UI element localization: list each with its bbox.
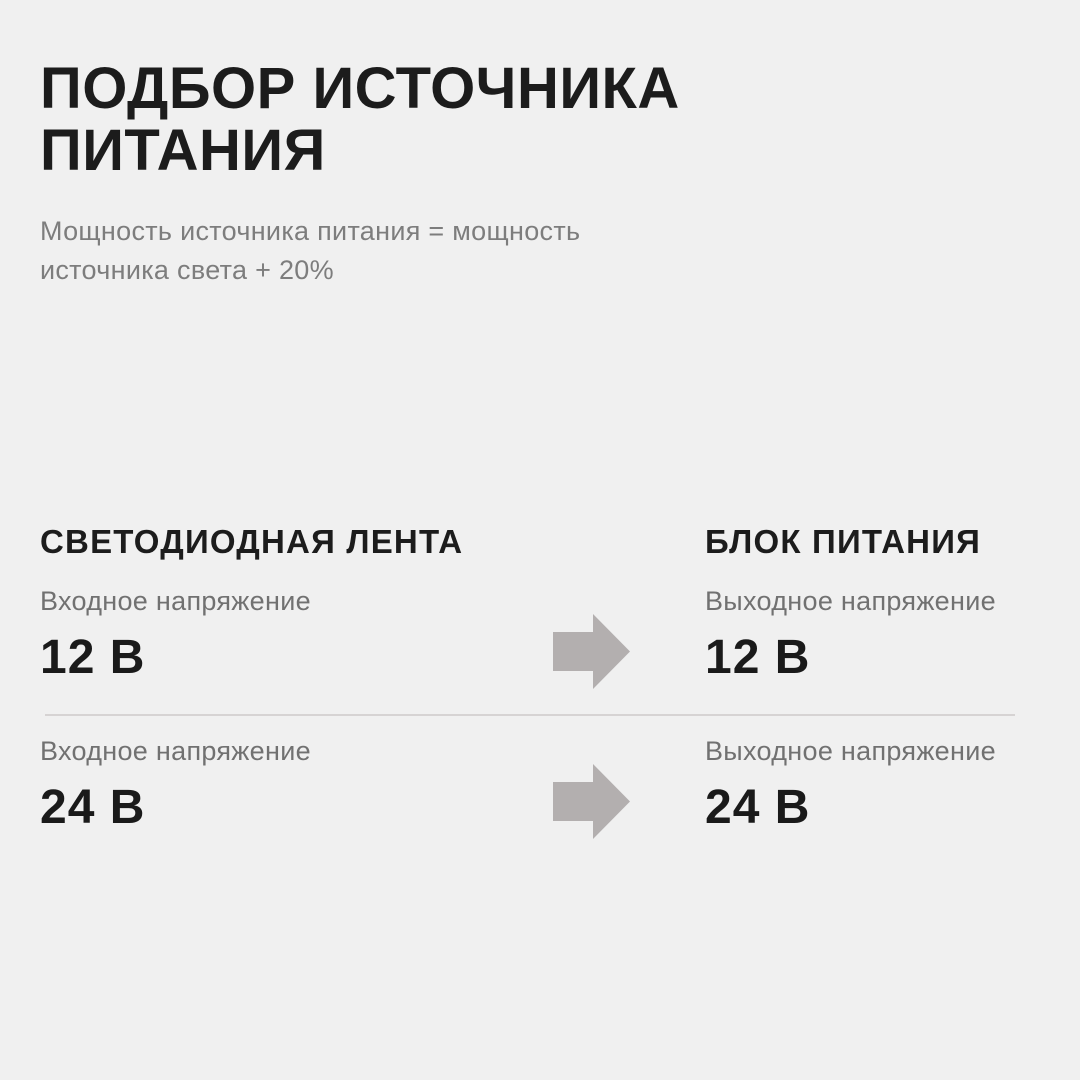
power-supply-cell-12v: Выходное напряжение 12 В [705, 584, 1040, 686]
column-header-power-supply: БЛОК ПИТАНИЯ [705, 523, 982, 560]
comparison-table: СВЕТОДИОДНАЯ ЛЕНТА БЛОК ПИТАНИЯ Входное … [40, 522, 1040, 839]
input-voltage-label: Входное напряжение [40, 736, 311, 766]
output-voltage-value: 12 В [705, 631, 811, 684]
output-voltage-label: Выходное напряжение [705, 586, 996, 616]
input-voltage-value: 24 В [40, 781, 146, 834]
comparison-row-24v: Входное напряжение 24 В Выходное напряже… [40, 734, 1040, 839]
input-voltage-label: Входное напряжение [40, 586, 311, 616]
arrow-cell [553, 584, 705, 689]
output-voltage-value: 24 В [705, 781, 811, 834]
row-divider [45, 714, 1015, 716]
input-voltage-value: 12 В [40, 631, 146, 684]
header: ПОДБОР ИСТОЧНИКА ПИТАНИЯ Мощность источн… [40, 56, 820, 290]
led-strip-cell-12v: Входное напряжение 12 В [40, 584, 553, 686]
right-arrow-icon [553, 614, 630, 689]
right-arrow-icon [553, 764, 630, 839]
arrow-cell [553, 734, 705, 839]
page-subtitle: Мощность источника питания = мощность ис… [40, 216, 581, 285]
led-strip-cell-24v: Входное напряжение 24 В [40, 734, 553, 836]
column-header-led-strip: СВЕТОДИОДНАЯ ЛЕНТА [40, 523, 464, 560]
power-supply-cell-24v: Выходное напряжение 24 В [705, 734, 1040, 836]
comparison-row-12v: Входное напряжение 12 В Выходное напряже… [40, 584, 1040, 689]
output-voltage-label: Выходное напряжение [705, 736, 996, 766]
comparison-column-headers: СВЕТОДИОДНАЯ ЛЕНТА БЛОК ПИТАНИЯ [40, 522, 1040, 562]
page-title: ПОДБОР ИСТОЧНИКА ПИТАНИЯ [40, 56, 680, 184]
